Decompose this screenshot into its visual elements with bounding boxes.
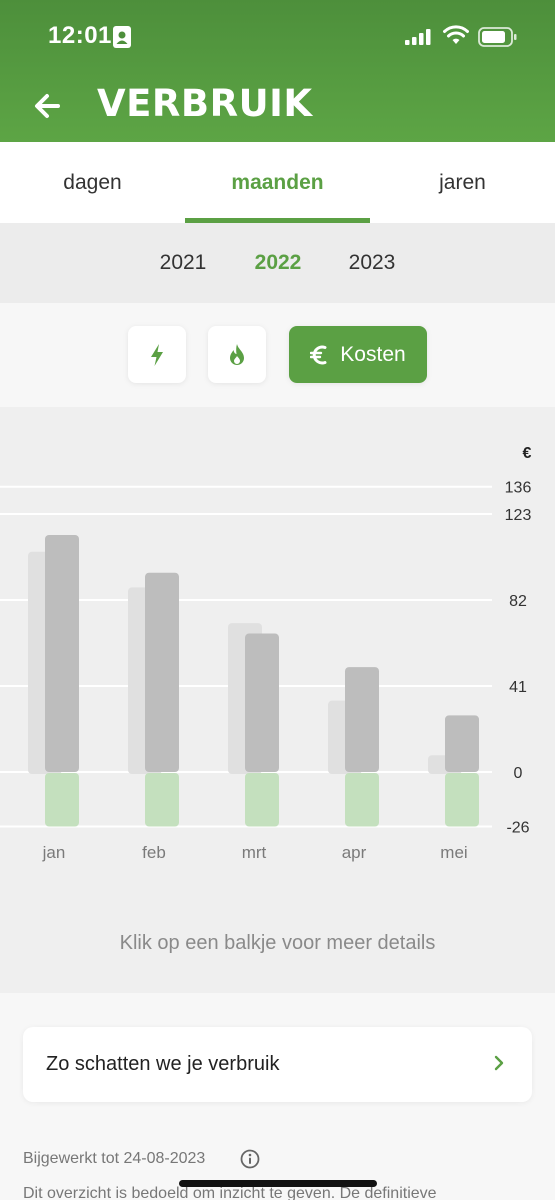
battery-icon [478, 27, 517, 47]
costs-filter-label: Kosten [340, 342, 406, 366]
disclaimer-text: Dit overzicht is bedoeld om inzicht te g… [23, 1185, 437, 1200]
x-tick-label: feb [142, 843, 166, 862]
bar-negative-mrt [245, 773, 279, 827]
bar-negative-mei [445, 773, 479, 827]
status-bar: 12:01 [0, 0, 555, 72]
x-tick-label: apr [342, 843, 367, 862]
period-tabs: dagen maanden jaren [0, 142, 555, 223]
cost-bar-chart: 136 123 82 41 0 -26 € jan feb mrt apr mei [0, 445, 532, 862]
year-2021[interactable]: 2021 [159, 251, 207, 274]
tab-dagen[interactable]: dagen [63, 170, 122, 194]
page-title: VERBRUIK [97, 82, 313, 125]
estimate-usage-label: Zo schatten we je verbruik [46, 1053, 280, 1075]
bar-current-feb[interactable] [145, 572, 179, 772]
y-tick-label: 0 [514, 765, 523, 782]
chevron-right-icon [494, 1055, 504, 1071]
y-tick-label: 123 [505, 507, 532, 524]
bar-current-mrt[interactable] [245, 633, 279, 772]
energy-filter: Kosten [0, 303, 555, 407]
x-tick-label: mrt [242, 843, 267, 862]
updated-date: Bijgewerkt tot 24-08-2023 [23, 1150, 206, 1167]
tab-jaren[interactable]: jaren [439, 170, 486, 194]
x-tick-label: mei [440, 843, 467, 862]
gas-filter-button[interactable] [208, 326, 266, 383]
contact-badge-icon [113, 26, 131, 48]
electricity-filter-button[interactable] [128, 326, 186, 383]
year-selector: 2021 2022 2023 [0, 223, 555, 303]
bar-current-apr[interactable] [345, 667, 379, 772]
cost-chart: 136 123 82 41 0 -26 € jan feb mrt apr mei Klik op e… [0, 407, 555, 993]
bar-negative-apr [345, 773, 379, 827]
y-tick-label: 82 [509, 593, 527, 610]
status-time: 12:01 [48, 22, 112, 49]
y-tick-label: -26 [506, 820, 529, 837]
signal-icon [405, 29, 431, 45]
back-arrow-icon[interactable] [30, 88, 70, 124]
home-indicator [179, 1180, 377, 1187]
y-tick-label: 41 [509, 679, 527, 696]
bar-current-jan[interactable] [45, 534, 79, 772]
euro-icon [310, 345, 327, 364]
bar-current-mei[interactable] [445, 715, 479, 772]
tab-maanden[interactable]: maanden [231, 170, 324, 194]
estimate-usage-card[interactable]: Zo schatten we je verbruik [23, 1027, 532, 1102]
app-header: 12:01 VERBRUIK [0, 0, 555, 142]
bolt-icon [151, 343, 163, 366]
costs-filter-button[interactable]: Kosten [289, 326, 427, 383]
wifi-icon [443, 25, 469, 44]
y-tick-label: 136 [505, 480, 532, 497]
year-2022[interactable]: 2022 [254, 251, 302, 274]
chart-hint: Klik op een balkje voor meer details [119, 932, 436, 954]
bar-negative-jan [45, 773, 79, 827]
bar-negative-feb [145, 773, 179, 827]
year-2023[interactable]: 2023 [348, 251, 396, 274]
active-tab-indicator [185, 218, 370, 223]
y-unit-label: € [523, 445, 532, 462]
x-tick-label: jan [42, 843, 66, 862]
info-icon[interactable] [240, 1149, 260, 1169]
flame-icon [230, 343, 244, 365]
